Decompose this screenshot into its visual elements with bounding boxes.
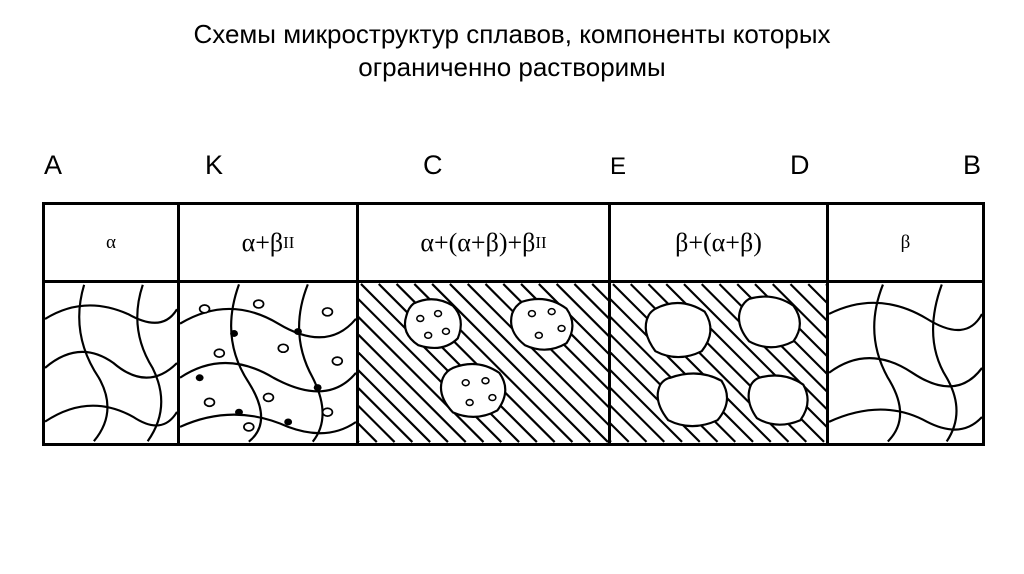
column-0: α: [45, 205, 180, 443]
diagram-title: Схемы микроструктур сплавов, компоненты …: [0, 0, 1024, 83]
microstructure-hatch_blobs_dots: [359, 283, 608, 443]
top-label-E: E: [610, 153, 626, 181]
top-label-C: C: [423, 150, 443, 181]
microstructure-hatch_blobs: [611, 283, 826, 443]
column-3: β+(α+β): [611, 205, 829, 443]
phase-label-3: β+(α+β): [611, 205, 826, 283]
top-label-K: K: [205, 150, 223, 181]
title-line-1: Схемы микроструктур сплавов, компоненты …: [40, 18, 984, 51]
phase-label-4: β: [829, 205, 982, 283]
microstructure-grain2: [829, 283, 982, 443]
title-line-2: ограниченно растворимы: [40, 51, 984, 84]
top-label-D: D: [790, 150, 810, 181]
microstructure-grain_dots: [180, 283, 356, 443]
column-2: α+(α+β)+βII: [359, 205, 611, 443]
phase-label-2: α+(α+β)+βII: [359, 205, 608, 283]
phase-label-1: α+βII: [180, 205, 356, 283]
microstructure-table: αα+βIIα+(α+β)+βIIβ+(α+β)β: [42, 202, 985, 446]
top-label-A: A: [44, 150, 62, 181]
column-4: β: [829, 205, 985, 443]
column-1: α+βII: [180, 205, 359, 443]
phase-label-0: α: [45, 205, 177, 283]
microstructure-grain: [45, 283, 177, 443]
top-label-row: AKCEDB: [0, 143, 1024, 183]
top-label-B: B: [963, 150, 981, 181]
